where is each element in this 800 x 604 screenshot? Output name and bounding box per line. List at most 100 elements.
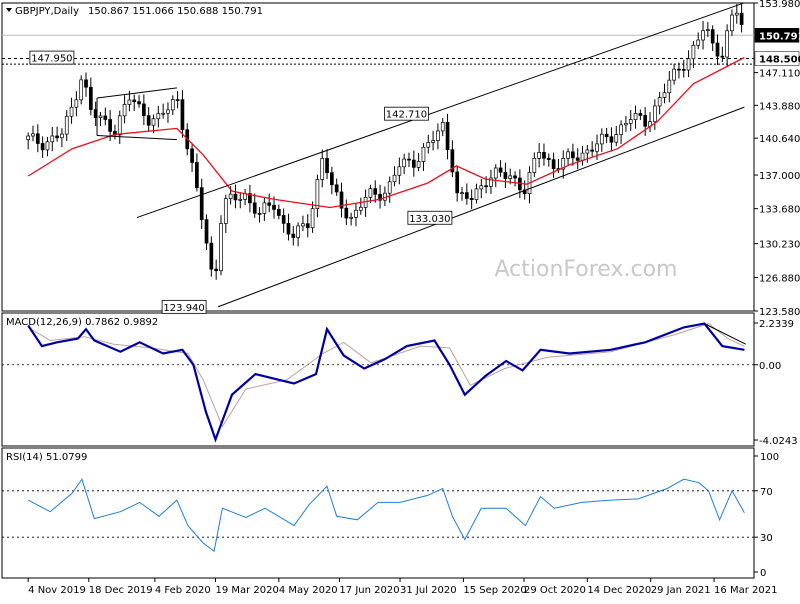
candle-body <box>710 29 715 44</box>
x-tick-label: 18 Dec 2019 <box>89 585 153 596</box>
candle-body <box>595 143 599 152</box>
watermark: ActionForex.com <box>495 257 678 282</box>
candle-body <box>455 171 460 194</box>
x-tick-label: 4 Feb 2020 <box>155 585 211 596</box>
candle-body <box>281 215 286 224</box>
candle-body <box>590 149 595 152</box>
candle-body <box>262 202 267 214</box>
candle-body <box>238 199 243 201</box>
candle-body <box>219 223 223 272</box>
candle-body <box>378 193 382 201</box>
macd-title: MACD(12,26,9) 0.7862 0.9892 <box>6 317 158 328</box>
price-tag-label: 148.500 <box>759 55 800 66</box>
candle-body <box>248 193 252 204</box>
candle-body <box>479 185 484 190</box>
candle-body <box>310 208 315 229</box>
candle-body <box>426 142 431 148</box>
candle-body <box>681 69 686 71</box>
candle-body <box>402 158 407 168</box>
candle-body <box>334 184 339 193</box>
channel-upper-line <box>136 2 745 219</box>
axes: 153.980 150.791 148.500 147.110 143.880 140.6… <box>27 0 800 596</box>
candle-body <box>580 152 585 161</box>
y-tick-label: 140.640 <box>759 134 800 145</box>
symbol-dropdown-icon[interactable] <box>6 8 12 12</box>
candle-body <box>633 113 638 120</box>
candle-body <box>74 99 79 108</box>
x-tick-label: 31 Jul 2020 <box>400 585 457 596</box>
candle-body <box>40 143 45 151</box>
candle-body <box>493 167 498 179</box>
candle-body <box>469 198 474 201</box>
candle-body <box>55 135 59 139</box>
candle-body <box>330 172 334 186</box>
candle-body <box>624 123 628 126</box>
candle-body <box>252 202 257 214</box>
annotation-box <box>384 106 429 121</box>
moving-average-line <box>27 56 745 209</box>
candle-body <box>696 39 701 46</box>
candle-body <box>161 112 165 115</box>
candle-body <box>436 130 440 141</box>
candle-body <box>460 192 464 194</box>
candle-body <box>604 133 609 138</box>
candle-body <box>103 115 108 120</box>
candle-body <box>522 189 527 195</box>
candle-body <box>88 86 93 110</box>
x-tick-label: 19 Mar 2020 <box>215 585 278 596</box>
candle-body <box>609 136 614 143</box>
candle-body <box>686 58 691 71</box>
annotation-label: 133.030 <box>409 214 450 225</box>
candle-body <box>233 193 238 201</box>
candle-body <box>349 216 353 219</box>
x-tick-label: 29 Jan 2021 <box>651 585 711 596</box>
candle-body <box>344 207 349 219</box>
candle-body <box>156 113 161 120</box>
candle-body <box>45 141 50 151</box>
candle-body <box>677 68 681 71</box>
candle-body <box>223 198 228 224</box>
candle-body <box>31 133 35 137</box>
y-tick-label: 137.000 <box>759 171 800 182</box>
macd-plot <box>2 322 754 443</box>
candle-body <box>276 209 281 216</box>
candle-body <box>503 171 508 179</box>
candle-body <box>392 174 397 183</box>
candle-body <box>301 223 305 227</box>
candle-body <box>339 191 344 209</box>
candle-body <box>739 12 744 25</box>
macd-y-tick-label: -4.0243 <box>759 436 798 447</box>
candle-body <box>272 204 276 210</box>
price-plot: 147.950 142.710 133.030 123.940 <box>2 2 754 314</box>
candle-body <box>407 158 411 161</box>
candle-body <box>354 209 358 218</box>
candle-body <box>132 99 137 103</box>
candle-body <box>35 133 40 144</box>
candle-body <box>69 106 74 117</box>
candle-body <box>257 212 262 215</box>
macd-line <box>27 322 745 443</box>
rsi-plot <box>2 478 754 552</box>
x-tick-label: 16 Mar 2021 <box>714 585 777 596</box>
candle-body <box>537 152 541 159</box>
candle-body <box>416 161 421 168</box>
candle-body <box>50 135 55 143</box>
x-tick-label: 17 Jun 2020 <box>339 585 399 596</box>
candle-body <box>619 124 623 135</box>
candle-body <box>720 55 725 58</box>
candle-body <box>411 159 416 168</box>
candle-body <box>628 119 633 124</box>
candle-body <box>725 30 729 58</box>
candle-body <box>108 119 112 132</box>
candle-body <box>599 133 604 145</box>
annotation-label: 147.950 <box>31 54 72 65</box>
candle-body <box>170 99 175 111</box>
annotation-box <box>29 50 75 65</box>
price-panel-frame <box>1 2 755 312</box>
candle-body <box>542 152 546 159</box>
candle-body <box>484 185 488 188</box>
x-tick-label: 4 Nov 2019 <box>28 585 86 596</box>
rsi-line <box>27 478 745 552</box>
channel-lower-line <box>218 106 745 308</box>
candle-body <box>122 103 127 117</box>
